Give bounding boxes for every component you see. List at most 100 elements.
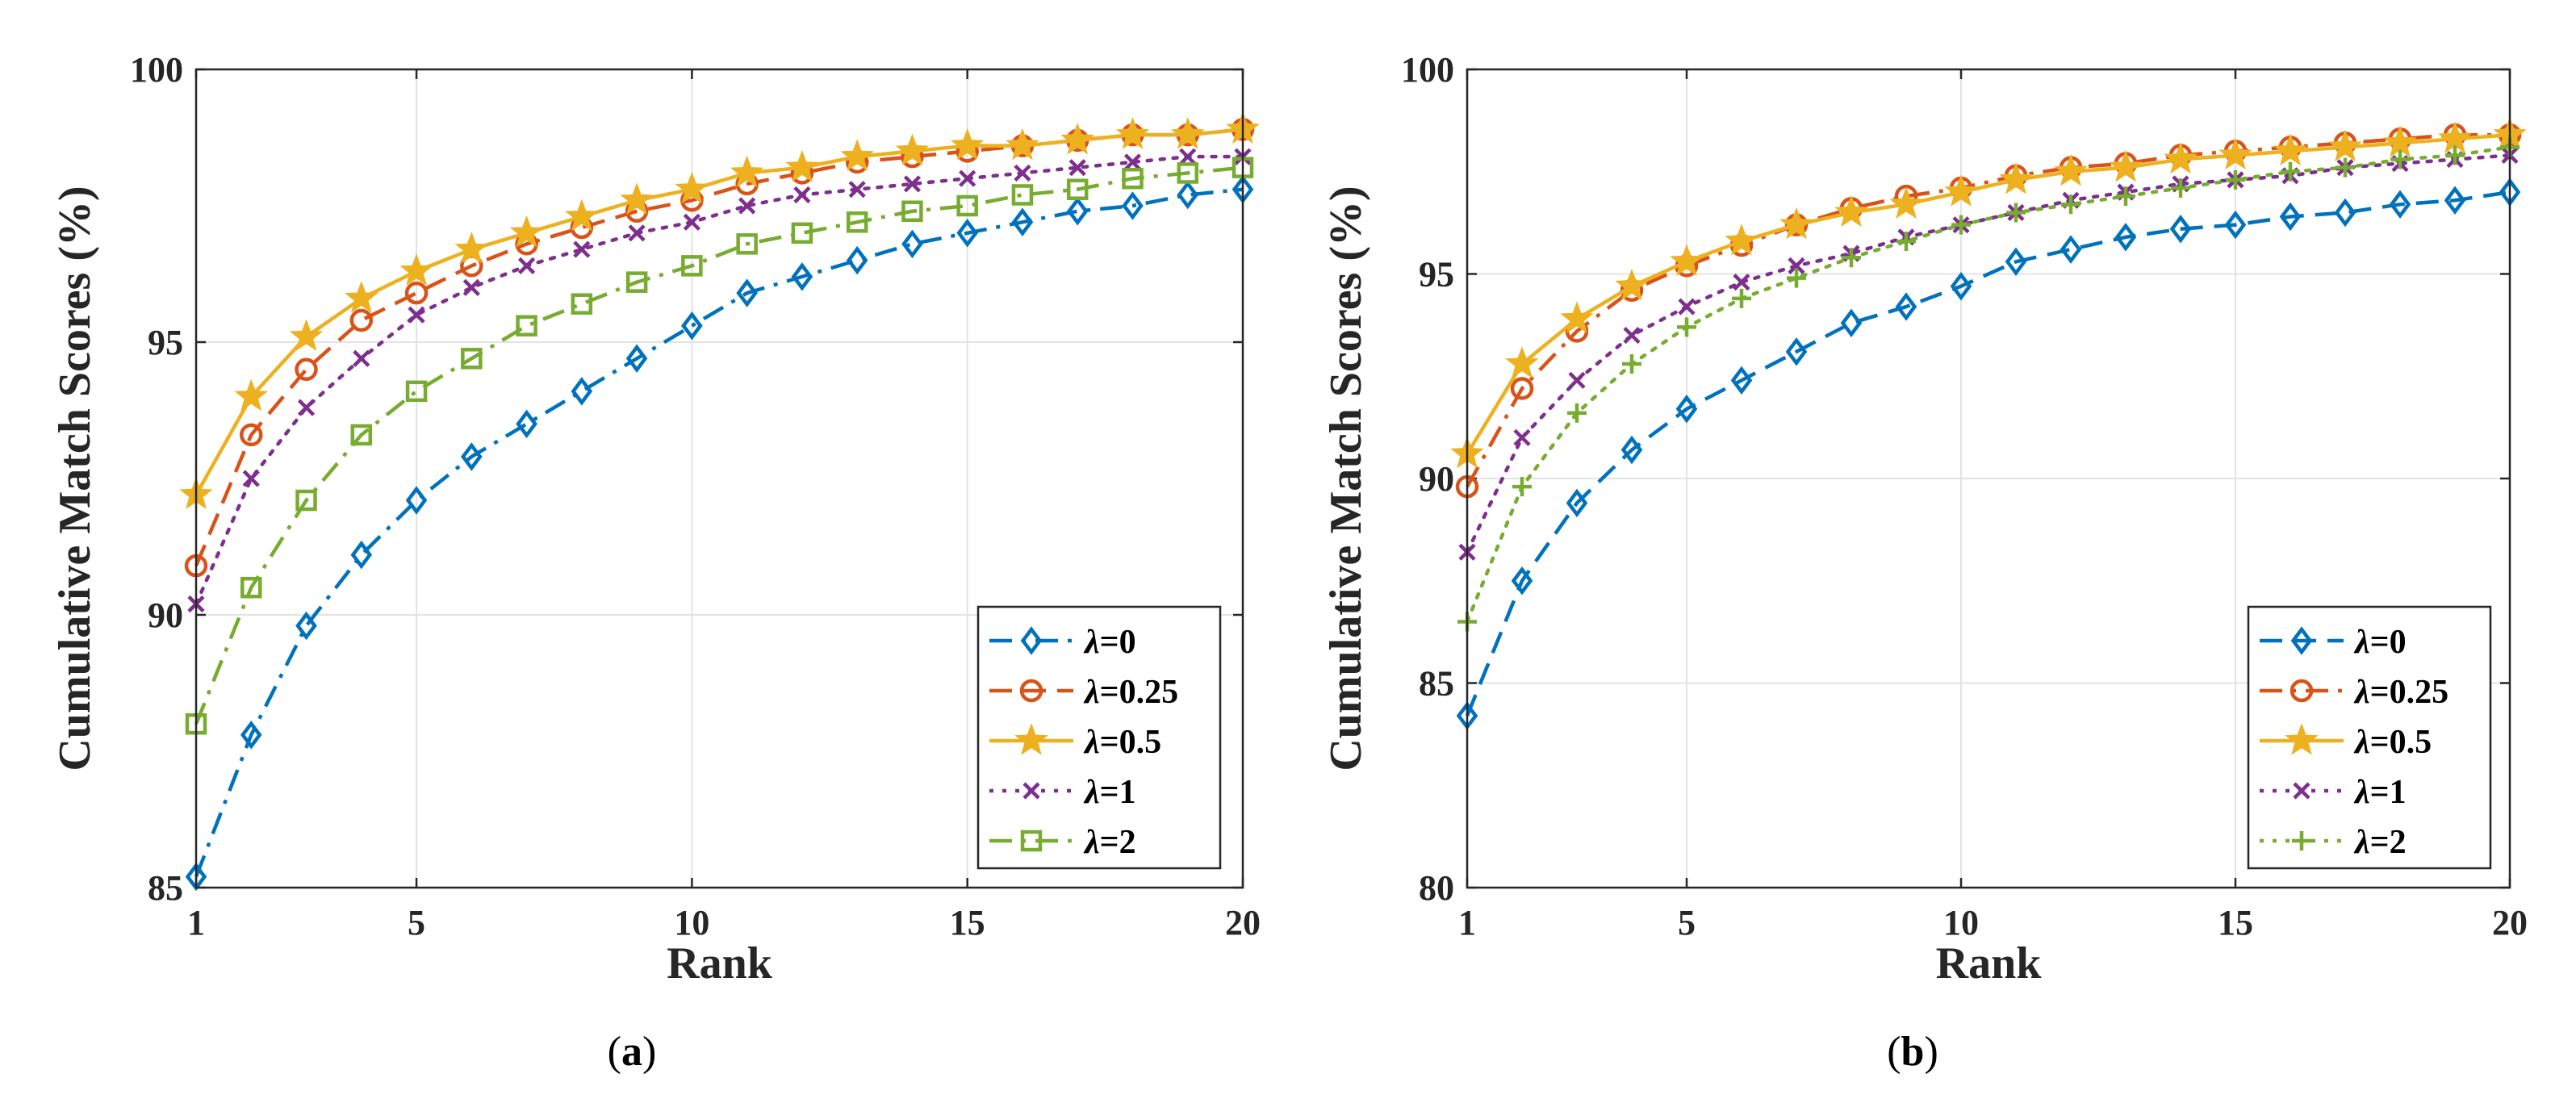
data-point — [2279, 202, 2302, 232]
data-point — [1840, 308, 1863, 338]
data-point — [571, 293, 593, 315]
data-point — [956, 194, 978, 217]
data-point — [517, 257, 536, 274]
x-tick-label: 20 — [2492, 903, 2528, 942]
data-point — [675, 171, 709, 204]
x-tick-label: 15 — [950, 903, 985, 942]
data-point — [1834, 194, 1868, 228]
data-point — [1115, 117, 1150, 149]
y-tick-label: 95 — [148, 323, 183, 362]
data-point — [2005, 247, 2027, 277]
data-point — [2169, 214, 2192, 244]
y-tick-label: 85 — [148, 868, 183, 908]
data-point — [2109, 149, 2143, 182]
data-point — [1512, 477, 1532, 497]
data-point — [349, 308, 374, 332]
legend-label: λ=0.25 — [1083, 674, 1178, 711]
data-point — [353, 349, 370, 367]
data-point — [1675, 395, 1698, 424]
legend-label: λ=0 — [2353, 624, 2407, 661]
data-point — [1014, 723, 1048, 755]
x-axis-label: Rank — [667, 938, 773, 988]
data-point — [736, 233, 758, 255]
data-point — [1170, 117, 1205, 149]
caption-a: (a) — [608, 1029, 657, 1075]
data-point — [901, 200, 923, 223]
data-point — [2444, 186, 2466, 215]
data-point — [571, 377, 593, 406]
data-point — [1842, 248, 1861, 268]
x-tick-label: 20 — [1225, 903, 1261, 942]
axes-box — [1466, 68, 2511, 889]
y-tick-label: 100 — [1401, 50, 1454, 90]
data-point — [1123, 153, 1142, 171]
data-point — [785, 149, 819, 182]
data-point — [1788, 257, 1805, 274]
caption-b: (b) — [1887, 1029, 1938, 1075]
data-point — [620, 182, 654, 215]
data-point — [1020, 626, 1043, 655]
x-tick-label: 10 — [1943, 903, 1979, 942]
data-point — [1615, 268, 1649, 301]
legend-label: λ=2 — [1083, 824, 1136, 861]
data-point — [462, 278, 480, 296]
legend-label: λ=2 — [2353, 824, 2407, 861]
data-point — [2273, 133, 2307, 166]
y-axis-label: Cumulative Match Scores (%) — [1321, 186, 1371, 771]
data-point — [1513, 428, 1531, 446]
y-axis-label: Cumulative Match Scores (%) — [50, 186, 100, 771]
data-point — [2054, 153, 2088, 186]
data-point — [1006, 127, 1039, 161]
y-tick-label: 100 — [130, 50, 183, 90]
data-point — [1019, 679, 1043, 703]
data-point — [1620, 435, 1643, 465]
series-line — [194, 165, 1244, 725]
data-point — [1732, 288, 1751, 308]
data-point — [1505, 346, 1539, 378]
data-point — [2383, 125, 2417, 157]
data-point — [1725, 224, 1758, 256]
data-point — [2006, 203, 2026, 223]
legend-label: λ=0.5 — [2353, 724, 2432, 761]
data-point — [516, 315, 537, 336]
data-point — [1060, 123, 1094, 155]
data-point — [2293, 782, 2310, 800]
data-point — [1011, 184, 1034, 206]
data-point — [2114, 223, 2137, 252]
data-point — [791, 222, 813, 244]
data-point — [242, 470, 260, 487]
legend-label: λ=0 — [1083, 624, 1136, 661]
data-point — [2290, 679, 2314, 703]
data-point — [1566, 488, 1588, 518]
y-tick-label: 90 — [1419, 459, 1454, 499]
data-point — [2328, 129, 2362, 162]
data-point — [736, 278, 758, 307]
series-4 — [1457, 137, 2520, 632]
data-point — [405, 486, 428, 515]
data-point — [234, 378, 269, 412]
series-3 — [187, 148, 1252, 613]
data-point — [1068, 159, 1086, 177]
data-point — [1779, 207, 1813, 240]
data-point — [1020, 830, 1043, 852]
data-point — [1895, 292, 1917, 321]
legend-label: λ=1 — [1083, 774, 1136, 811]
data-point — [2224, 210, 2247, 240]
data-point — [901, 229, 923, 259]
data-point — [1066, 197, 1089, 226]
data-point — [408, 306, 425, 324]
legend-label: λ=1 — [2353, 774, 2407, 811]
data-point — [1623, 326, 1641, 345]
data-point — [2336, 157, 2355, 178]
data-point — [1560, 301, 1594, 333]
series-line — [194, 154, 1245, 606]
x-tick-label: 1 — [1458, 903, 1476, 942]
data-point — [846, 245, 868, 275]
x-tick-label: 5 — [408, 903, 425, 942]
data-point — [1889, 186, 1923, 219]
data-point — [840, 139, 874, 171]
data-point — [1896, 231, 1916, 251]
data-point — [2061, 194, 2080, 215]
